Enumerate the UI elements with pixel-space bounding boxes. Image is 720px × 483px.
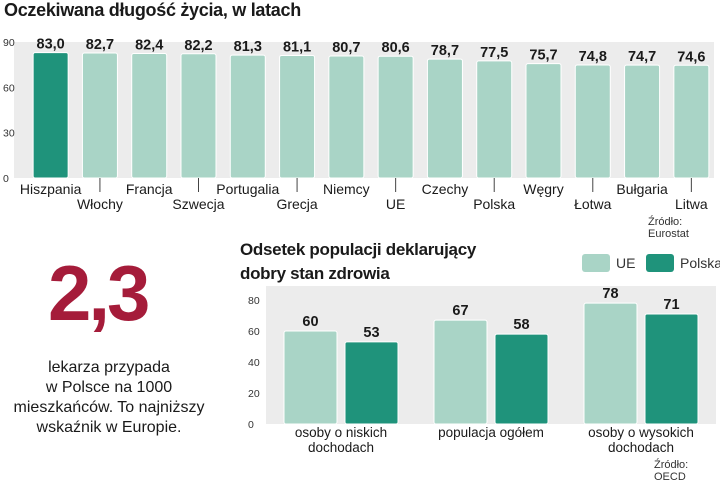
value-label: 83,0 (37, 37, 65, 53)
legend-label-polska: Polska (680, 255, 720, 271)
bar (583, 302, 638, 425)
category-label: Włochy (77, 196, 123, 212)
y-tick-label: 80 (248, 295, 260, 307)
category-label: Francja (126, 181, 173, 197)
value-label: 75,7 (529, 48, 557, 64)
y-tick-label: 60 (3, 82, 15, 94)
category-label: Czechy (422, 181, 469, 197)
bar (32, 52, 69, 179)
value-label: 82,7 (86, 37, 114, 53)
value-label: 60 (302, 314, 318, 330)
value-label: 74,8 (579, 49, 607, 65)
value-label: 67 (452, 303, 468, 319)
category-label: Portugalia (216, 181, 279, 197)
bar (433, 319, 488, 425)
value-label: 80,7 (332, 40, 360, 56)
bar (344, 341, 399, 425)
value-label: 71 (663, 297, 679, 313)
legend-item-polska: Polska (646, 252, 720, 274)
bar (624, 64, 661, 179)
chart2-title-line: dobry stan zdrowia (240, 264, 390, 283)
bar (426, 58, 463, 179)
category-label: osoby o wysokich (588, 425, 694, 440)
y-tick-label: 20 (248, 388, 260, 400)
doctors-description-line: w Polsce na 1000 (45, 379, 173, 396)
value-label: 53 (363, 325, 379, 341)
bar (328, 55, 365, 179)
y-tick-label: 0 (248, 419, 254, 431)
value-label: 78 (602, 286, 618, 302)
legend-item-ue: UE (582, 252, 635, 274)
category-label: osoby o niskich (295, 425, 387, 440)
chart2-title: Odsetek populacji deklarujący dobry stan… (240, 238, 476, 286)
y-tick-label: 40 (248, 357, 260, 369)
category-label: Węgry (523, 181, 563, 197)
legend-swatch-polska (646, 254, 674, 272)
category-label: UE (386, 196, 405, 212)
chart1-source: Źródło: Eurostat (648, 216, 689, 240)
bar (283, 330, 338, 425)
chart2-title-line: Odsetek populacji deklarujący (240, 240, 477, 259)
value-label: 82,2 (184, 38, 212, 54)
value-label: 82,4 (135, 37, 163, 53)
legend-swatch-ue (582, 254, 610, 272)
value-label: 80,6 (382, 40, 410, 56)
value-label: 81,3 (234, 39, 262, 55)
category-label: Szwecja (172, 196, 224, 212)
bar (131, 52, 168, 179)
doctors-description: lekarza przypada w Polsce na 1000 mieszk… (0, 358, 218, 438)
value-label: 74,6 (677, 49, 705, 65)
chart2-panel (266, 286, 716, 424)
category-label: Łotwa (574, 196, 612, 212)
y-tick-label: 0 (3, 173, 9, 185)
bar (494, 333, 549, 425)
y-tick-label: 30 (3, 128, 15, 140)
value-label: 81,1 (283, 39, 311, 55)
legend-label-ue: UE (616, 255, 636, 271)
doctors-description-line: lekarza przypada (48, 359, 170, 376)
category-label: Bułgaria (616, 181, 668, 197)
category-label: Grecja (276, 196, 317, 212)
bar (644, 313, 699, 425)
y-tick-label: 90 (3, 37, 15, 49)
category-label: dochodach (608, 440, 674, 455)
value-label: 74,7 (628, 49, 656, 65)
chart1-title: Oczekiwana długość życia, w latach (4, 0, 301, 20)
category-label: Litwa (675, 196, 708, 212)
value-label: 78,7 (431, 43, 459, 59)
category-label: Niemcy (323, 181, 370, 197)
doctors-description-line: wskaźnik w Europie. (36, 419, 182, 436)
doctors-description-line: mieszkańców. To najniższy (13, 399, 205, 416)
value-label: 58 (513, 317, 529, 333)
value-label: 77,5 (480, 45, 508, 61)
doctors-big-number: 2,3 (48, 249, 150, 337)
bar (525, 63, 562, 179)
category-label: Polska (473, 196, 515, 212)
category-label: Hiszpania (20, 181, 82, 197)
category-label: dochodach (308, 440, 374, 455)
chart2-source: Źródło: OECD (654, 459, 689, 483)
bar (229, 54, 266, 179)
category-label: populacja ogółem (438, 425, 544, 440)
life-expectancy-chart: 0 30 60 90 83,0 Hiszpania 82,7 Włochy 82,4 Francj… (3, 37, 710, 212)
y-tick-label: 60 (248, 326, 260, 338)
